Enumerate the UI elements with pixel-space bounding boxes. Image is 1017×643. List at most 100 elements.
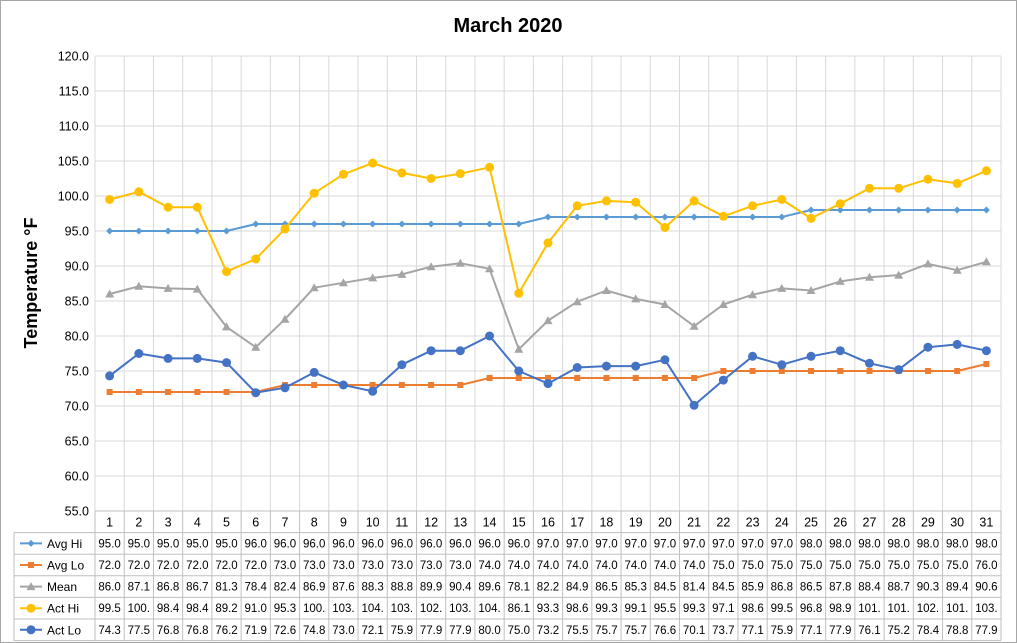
table-cell: 72.0 (186, 560, 208, 572)
data-point (251, 254, 261, 264)
data-point (718, 300, 728, 308)
table-cell: 97.0 (624, 538, 646, 550)
data-point (543, 238, 553, 248)
data-point (777, 283, 787, 292)
table-cell: 73.0 (420, 560, 442, 572)
table-cell: 89.6 (478, 582, 500, 594)
table-cell: 90.4 (449, 582, 472, 594)
y-tick-label: 115.0 (59, 85, 89, 99)
table-cell: 81.4 (683, 582, 706, 594)
data-point (426, 174, 436, 183)
data-point (398, 220, 406, 228)
data-point (953, 206, 961, 214)
data-point (251, 342, 261, 351)
table-cell: 101. (946, 603, 968, 615)
data-point (398, 382, 405, 388)
x-tick-label: 7 (281, 516, 288, 530)
data-point (192, 202, 202, 212)
x-tick-label: 21 (687, 516, 701, 530)
table-cell: 88.8 (391, 582, 413, 594)
table-cell: 81.3 (215, 582, 237, 594)
data-point (661, 375, 668, 381)
data-point (981, 257, 991, 266)
table-cell: 99.3 (683, 603, 705, 615)
y-tick-label: 85.0 (65, 295, 89, 309)
table-cell: 76.6 (654, 625, 676, 637)
table-cell: 86.9 (303, 582, 325, 594)
table-cell: 76.2 (215, 625, 237, 637)
data-point (455, 169, 465, 179)
table-cell: 85.3 (624, 582, 646, 594)
x-tick-label: 15 (512, 516, 526, 530)
table-cell: 78.4 (917, 625, 940, 637)
table-cell: 103. (332, 603, 354, 615)
y-tick-label: 120.0 (58, 50, 89, 64)
y-tick-label: 90.0 (65, 260, 89, 274)
table-cell: 99.1 (624, 603, 646, 615)
x-tick-label: 31 (979, 516, 993, 530)
data-point (485, 162, 495, 172)
series-act-lo (105, 331, 991, 410)
data-point (572, 297, 582, 306)
table-cell: 87.6 (332, 582, 354, 594)
data-point (749, 213, 757, 221)
y-tick-label: 55.0 (65, 505, 89, 519)
y-tick-label: 75.0 (65, 365, 89, 379)
legend-key-marker (26, 603, 36, 613)
data-point (981, 346, 991, 356)
data-point (134, 349, 144, 358)
data-point (192, 353, 202, 363)
table-cell: 74.0 (654, 560, 676, 572)
table-cell: 86.8 (771, 582, 793, 594)
data-point (778, 368, 785, 374)
data-point (601, 361, 611, 371)
table-cell: 84.9 (566, 582, 588, 594)
data-point (543, 379, 553, 389)
data-point (428, 382, 435, 388)
data-point (835, 276, 845, 285)
data-point (806, 351, 816, 361)
table-cell: 97.0 (654, 538, 676, 550)
table-cell: 75.7 (624, 625, 646, 637)
data-point (309, 367, 319, 377)
table-cell: 74.0 (683, 560, 705, 572)
data-point (486, 220, 494, 228)
table-cell: 74.0 (478, 560, 500, 572)
y-tick-label: 60.0 (65, 470, 89, 484)
table-cell: 75.2 (888, 625, 910, 637)
data-point (163, 353, 173, 363)
table-cell: 75.0 (946, 560, 968, 572)
series-avg-hi (106, 206, 990, 235)
table-cell: 99.5 (771, 603, 793, 615)
table-cell: 95.3 (274, 603, 296, 615)
table-cell: 98.0 (800, 538, 822, 550)
data-point (748, 290, 758, 299)
x-tick-label: 3 (165, 516, 172, 530)
x-tick-label: 30 (950, 516, 964, 530)
table-cell: 89.2 (215, 603, 237, 615)
table-cell: 82.4 (274, 582, 297, 594)
data-point (864, 183, 874, 193)
table-cell: 80.0 (478, 625, 500, 637)
data-point (427, 220, 435, 228)
data-point (689, 321, 699, 330)
data-point (749, 368, 756, 374)
data-point (105, 195, 115, 204)
legend-key-marker (26, 625, 36, 635)
table-cell: 95.0 (157, 538, 179, 550)
data-point (807, 206, 815, 214)
y-tick-labels: 55.0 60.0 65.0 70.0 75.0 80.0 85.0 90.0 95.0 100.… (58, 50, 89, 519)
table-cell: 70.1 (683, 625, 705, 637)
table-cell: 98.0 (975, 538, 997, 550)
table-cell: 78.1 (508, 582, 530, 594)
data-point (397, 360, 407, 370)
data-point (251, 388, 261, 398)
data-point (223, 389, 230, 395)
table-cell: 102. (420, 603, 442, 615)
data-point (280, 314, 290, 323)
data-point (631, 294, 641, 303)
data-point (601, 286, 611, 294)
data-point (574, 375, 581, 381)
data-point (135, 389, 142, 395)
table-cell: 90.6 (975, 582, 997, 594)
